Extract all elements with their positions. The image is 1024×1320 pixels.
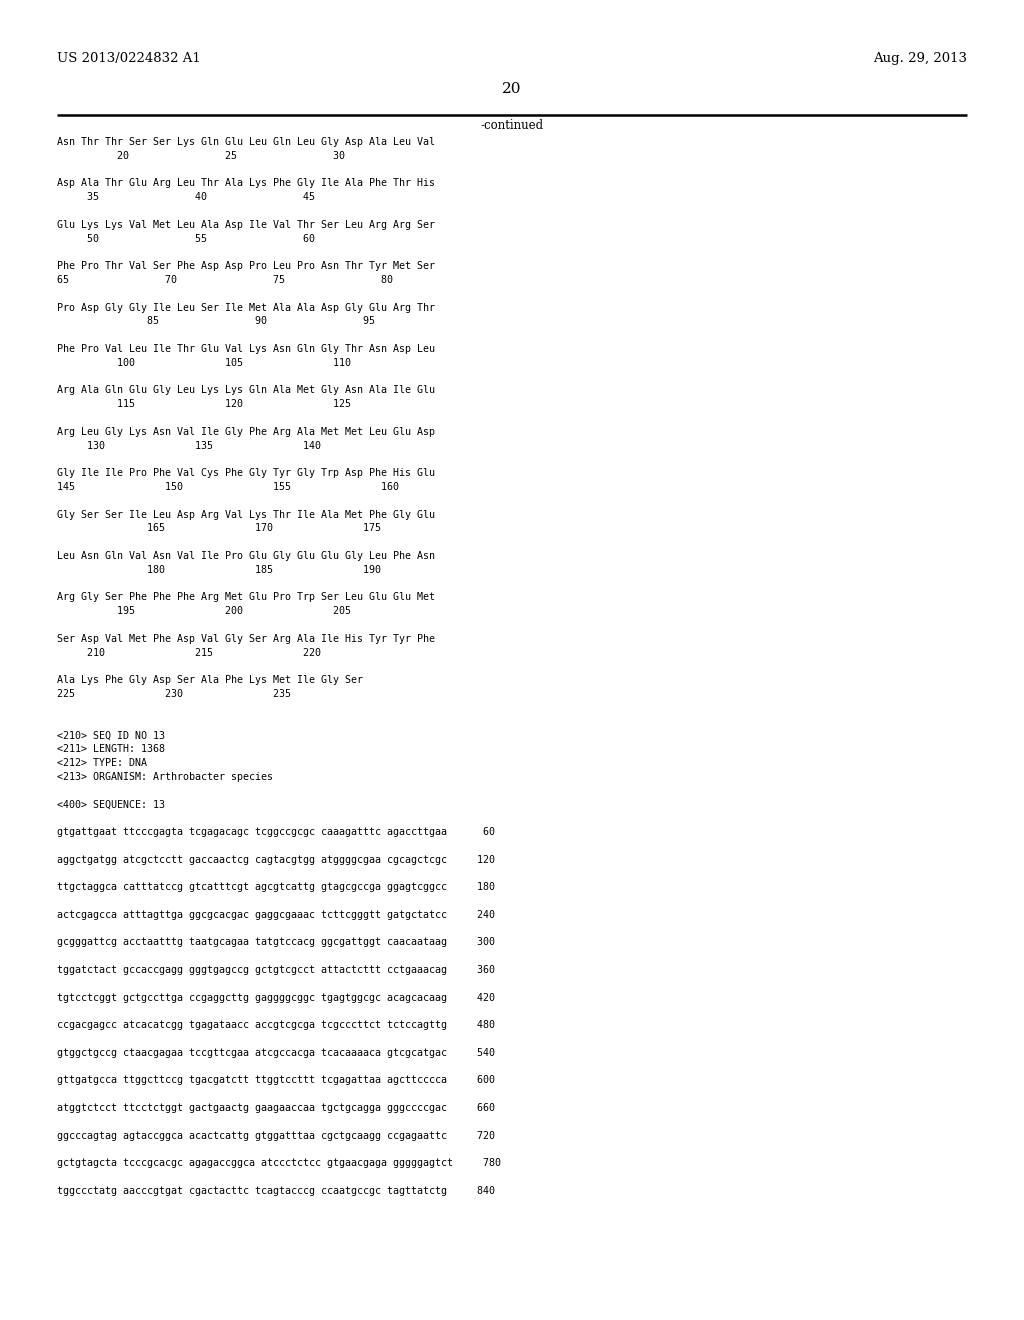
Text: Phe Pro Val Leu Ile Thr Glu Val Lys Asn Gln Gly Thr Asn Asp Leu: Phe Pro Val Leu Ile Thr Glu Val Lys Asn …	[57, 345, 435, 354]
Text: actcgagcca atttagttga ggcgcacgac gaggcgaaac tcttcgggtt gatgctatcc     240: actcgagcca atttagttga ggcgcacgac gaggcga…	[57, 909, 495, 920]
Text: Glu Lys Lys Val Met Leu Ala Asp Ile Val Thr Ser Leu Arg Arg Ser: Glu Lys Lys Val Met Leu Ala Asp Ile Val …	[57, 220, 435, 230]
Text: 115               120               125: 115 120 125	[57, 399, 351, 409]
Text: ggcccagtag agtaccggca acactcattg gtggatttaa cgctgcaagg ccgagaattc     720: ggcccagtag agtaccggca acactcattg gtggatt…	[57, 1131, 495, 1140]
Text: 20                25                30: 20 25 30	[57, 150, 345, 161]
Text: Ser Asp Val Met Phe Asp Val Gly Ser Arg Ala Ile His Tyr Tyr Phe: Ser Asp Val Met Phe Asp Val Gly Ser Arg …	[57, 634, 435, 644]
Text: gttgatgcca ttggcttccg tgacgatctt ttggtccttt tcgagattaa agcttcccca     600: gttgatgcca ttggcttccg tgacgatctt ttggtcc…	[57, 1076, 495, 1085]
Text: 180               185               190: 180 185 190	[57, 565, 381, 574]
Text: 100               105               110: 100 105 110	[57, 358, 351, 368]
Text: gtgattgaat ttcccgagta tcgagacagc tcggccgcgc caaagatttc agaccttgaa      60: gtgattgaat ttcccgagta tcgagacagc tcggccg…	[57, 828, 495, 837]
Text: atggtctcct ttcctctggt gactgaactg gaagaaccaa tgctgcagga gggccccgac     660: atggtctcct ttcctctggt gactgaactg gaagaac…	[57, 1104, 495, 1113]
Text: ccgacgagcc atcacatcgg tgagataacc accgtcgcga tcgcccttct tctccagttg     480: ccgacgagcc atcacatcgg tgagataacc accgtcg…	[57, 1020, 495, 1030]
Text: Arg Ala Gln Glu Gly Leu Lys Lys Gln Ala Met Gly Asn Ala Ile Glu: Arg Ala Gln Glu Gly Leu Lys Lys Gln Ala …	[57, 385, 435, 396]
Text: <210> SEQ ID NO 13: <210> SEQ ID NO 13	[57, 730, 165, 741]
Text: Leu Asn Gln Val Asn Val Ile Pro Glu Gly Glu Glu Gly Leu Phe Asn: Leu Asn Gln Val Asn Val Ile Pro Glu Gly …	[57, 550, 435, 561]
Text: Aug. 29, 2013: Aug. 29, 2013	[873, 51, 967, 65]
Text: Ala Lys Phe Gly Asp Ser Ala Phe Lys Met Ile Gly Ser: Ala Lys Phe Gly Asp Ser Ala Phe Lys Met …	[57, 676, 362, 685]
Text: Phe Pro Thr Val Ser Phe Asp Asp Pro Leu Pro Asn Thr Tyr Met Ser: Phe Pro Thr Val Ser Phe Asp Asp Pro Leu …	[57, 261, 435, 271]
Text: gctgtagcta tcccgcacgc agagaccggca atccctctcc gtgaacgaga gggggagtct     780: gctgtagcta tcccgcacgc agagaccggca atccct…	[57, 1158, 501, 1168]
Text: Gly Ile Ile Pro Phe Val Cys Phe Gly Tyr Gly Trp Asp Phe His Glu: Gly Ile Ile Pro Phe Val Cys Phe Gly Tyr …	[57, 469, 435, 478]
Text: gcgggattcg acctaatttg taatgcagaa tatgtccacg ggcgattggt caacaataag     300: gcgggattcg acctaatttg taatgcagaa tatgtcc…	[57, 937, 495, 948]
Text: <211> LENGTH: 1368: <211> LENGTH: 1368	[57, 744, 165, 754]
Text: tgtcctcggt gctgccttga ccgaggcttg gaggggcggc tgagtggcgc acagcacaag     420: tgtcctcggt gctgccttga ccgaggcttg gaggggc…	[57, 993, 495, 1003]
Text: <212> TYPE: DNA: <212> TYPE: DNA	[57, 758, 147, 768]
Text: Arg Leu Gly Lys Asn Val Ile Gly Phe Arg Ala Met Met Leu Glu Asp: Arg Leu Gly Lys Asn Val Ile Gly Phe Arg …	[57, 426, 435, 437]
Text: tggccctatg aacccgtgat cgactacttc tcagtacccg ccaatgccgc tagttatctg     840: tggccctatg aacccgtgat cgactacttc tcagtac…	[57, 1185, 495, 1196]
Text: 130               135               140: 130 135 140	[57, 441, 321, 450]
Text: 210               215               220: 210 215 220	[57, 648, 321, 657]
Text: 65                70                75                80: 65 70 75 80	[57, 275, 393, 285]
Text: <400> SEQUENCE: 13: <400> SEQUENCE: 13	[57, 800, 165, 809]
Text: aggctgatgg atcgctcctt gaccaactcg cagtacgtgg atggggcgaa cgcagctcgc     120: aggctgatgg atcgctcctt gaccaactcg cagtacg…	[57, 854, 495, 865]
Text: <213> ORGANISM: Arthrobacter species: <213> ORGANISM: Arthrobacter species	[57, 772, 273, 781]
Text: ttgctaggca catttatccg gtcatttcgt agcgtcattg gtagcgccga ggagtcggcc     180: ttgctaggca catttatccg gtcatttcgt agcgtca…	[57, 882, 495, 892]
Text: 145               150               155               160: 145 150 155 160	[57, 482, 399, 492]
Text: Pro Asp Gly Gly Ile Leu Ser Ile Met Ala Ala Asp Gly Glu Arg Thr: Pro Asp Gly Gly Ile Leu Ser Ile Met Ala …	[57, 302, 435, 313]
Text: Asp Ala Thr Glu Arg Leu Thr Ala Lys Phe Gly Ile Ala Phe Thr His: Asp Ala Thr Glu Arg Leu Thr Ala Lys Phe …	[57, 178, 435, 189]
Text: US 2013/0224832 A1: US 2013/0224832 A1	[57, 51, 201, 65]
Text: 195               200               205: 195 200 205	[57, 606, 351, 616]
Text: Arg Gly Ser Phe Phe Phe Arg Met Glu Pro Trp Ser Leu Glu Glu Met: Arg Gly Ser Phe Phe Phe Arg Met Glu Pro …	[57, 593, 435, 602]
Text: gtggctgccg ctaacgagaa tccgttcgaa atcgccacga tcacaaaaca gtcgcatgac     540: gtggctgccg ctaacgagaa tccgttcgaa atcgcca…	[57, 1048, 495, 1057]
Text: 165               170               175: 165 170 175	[57, 524, 381, 533]
Text: Asn Thr Thr Ser Ser Lys Gln Glu Leu Gln Leu Gly Asp Ala Leu Val: Asn Thr Thr Ser Ser Lys Gln Glu Leu Gln …	[57, 137, 435, 147]
Text: 225               230               235: 225 230 235	[57, 689, 291, 700]
Text: tggatctact gccaccgagg gggtgagccg gctgtcgcct attactcttt cctgaaacag     360: tggatctact gccaccgagg gggtgagccg gctgtcg…	[57, 965, 495, 975]
Text: -continued: -continued	[480, 119, 544, 132]
Text: 35                40                45: 35 40 45	[57, 193, 315, 202]
Text: 85                90                95: 85 90 95	[57, 317, 375, 326]
Text: 50                55                60: 50 55 60	[57, 234, 315, 244]
Text: Gly Ser Ser Ile Leu Asp Arg Val Lys Thr Ile Ala Met Phe Gly Glu: Gly Ser Ser Ile Leu Asp Arg Val Lys Thr …	[57, 510, 435, 520]
Text: 20: 20	[502, 82, 522, 96]
